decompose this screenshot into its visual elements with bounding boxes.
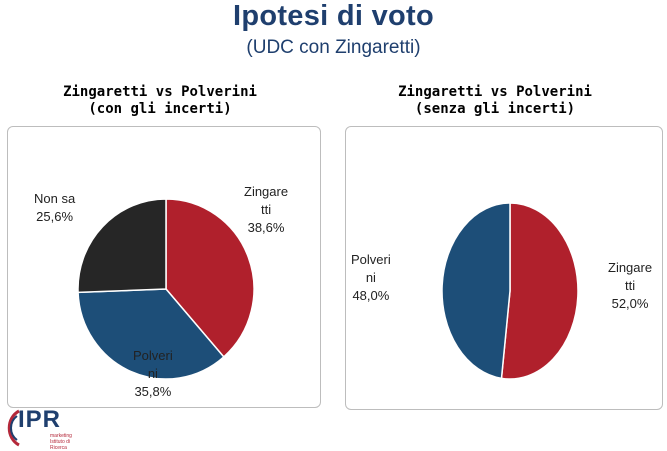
chart-1-title-line2: (con gli incerti) xyxy=(88,101,232,117)
chart-1-slice-polveri xyxy=(77,288,225,380)
chart-1-title-line1: Zingaretti vs Polverini xyxy=(63,84,257,100)
chart-1-slice-zingare xyxy=(165,198,255,358)
page-title: Ipotesi di voto xyxy=(232,0,435,32)
chart-2-title-line1: Zingaretti vs Polverini xyxy=(398,84,592,100)
chart-2-label-polverini: Polveri ni 48,0% xyxy=(351,252,391,303)
ipr-swoosh-logo-icon xyxy=(7,409,20,447)
ipr-logo-text: IPR xyxy=(18,406,62,433)
chart-1-label-zingaretti: Zingare tti 38,6% xyxy=(244,184,289,235)
chart-2-pie xyxy=(441,202,579,380)
chart-2-title-line2: (senza gli incerti) xyxy=(414,101,576,117)
chart-1-label-non-sa: Non sa 25,6% xyxy=(34,191,76,224)
chart-1-title: Zingaretti vs Polverini (con gli incerti… xyxy=(10,84,310,118)
chart-1-label-polverini: Polveri ni 35,8% xyxy=(133,348,173,399)
ipr-logo-tagline: marketing Istituto di Ricerca xyxy=(50,433,72,451)
chart-1-panel: Zingare tti 38,6% Non sa 25,6% Polveri n… xyxy=(7,126,321,408)
ipr-logo: IPR marketing Istituto di Ricerca xyxy=(4,406,84,451)
chart-1-slice-non-sa xyxy=(77,198,167,294)
chart-1-pie xyxy=(77,198,255,380)
chart-2-slice-polveri xyxy=(441,202,511,380)
chart-2-label-zingaretti: Zingare tti 52,0% xyxy=(608,260,653,311)
chart-2-title: Zingaretti vs Polverini (senza gli incer… xyxy=(345,84,645,118)
chart-2-panel: Zingare tti 52,0% Polveri ni 48,0% xyxy=(345,126,663,410)
chart-2-slice-zingare xyxy=(500,202,579,380)
page-subtitle: (UDC con Zingaretti) xyxy=(246,37,421,58)
